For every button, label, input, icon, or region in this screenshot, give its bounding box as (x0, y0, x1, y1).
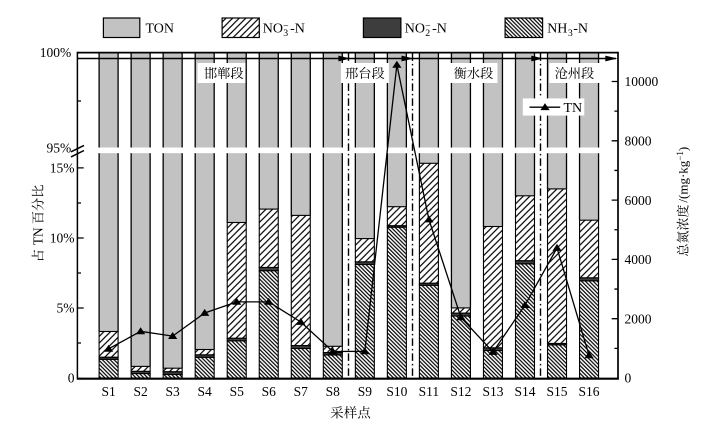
svg-text:S13: S13 (482, 384, 503, 399)
svg-text:S5: S5 (230, 384, 245, 399)
svg-text:TN: TN (31, 227, 46, 245)
svg-text:10000: 10000 (625, 74, 659, 89)
svg-text:S11: S11 (419, 384, 440, 399)
svg-text:0: 0 (625, 371, 632, 386)
svg-text:6000: 6000 (625, 193, 652, 208)
svg-text:S7: S7 (294, 384, 309, 399)
svg-text:15%: 15% (50, 161, 75, 176)
svg-text:-N: -N (290, 22, 305, 37)
svg-text:S10: S10 (386, 384, 407, 399)
svg-text:95%: 95% (46, 141, 71, 156)
svg-text:S8: S8 (326, 384, 341, 399)
svg-text:3: 3 (283, 28, 288, 39)
svg-text:S1: S1 (101, 384, 115, 399)
svg-text:100%: 100% (40, 45, 72, 60)
svg-text:/(mg·kg−1): /(mg·kg−1) (675, 147, 691, 203)
svg-text:4000: 4000 (625, 252, 652, 267)
svg-text:-N: -N (432, 22, 447, 37)
svg-text:S16: S16 (579, 384, 600, 399)
svg-text:5%: 5% (57, 301, 75, 316)
svg-text:NO: NO (405, 22, 425, 37)
svg-text:-N: -N (573, 22, 588, 37)
svg-text:TON: TON (146, 22, 175, 37)
svg-text:S14: S14 (514, 384, 535, 399)
svg-text:S4: S4 (198, 384, 213, 399)
svg-text:3: 3 (568, 28, 573, 39)
svg-text:S9: S9 (358, 384, 373, 399)
svg-text:NH: NH (547, 22, 567, 37)
svg-text:−: − (425, 21, 431, 32)
svg-text:TN: TN (564, 101, 583, 116)
svg-text:8000: 8000 (625, 134, 652, 149)
svg-text:S12: S12 (450, 384, 471, 399)
svg-text:10%: 10% (50, 231, 75, 246)
svg-text:−: − (283, 21, 289, 32)
svg-text:S15: S15 (547, 384, 568, 399)
svg-text:S2: S2 (133, 384, 147, 399)
svg-text:S3: S3 (166, 384, 181, 399)
svg-text:0: 0 (68, 371, 75, 386)
svg-text:NO: NO (263, 22, 283, 37)
svg-text:S6: S6 (262, 384, 277, 399)
svg-text:2000: 2000 (625, 311, 652, 326)
svg-text:2: 2 (425, 28, 430, 39)
